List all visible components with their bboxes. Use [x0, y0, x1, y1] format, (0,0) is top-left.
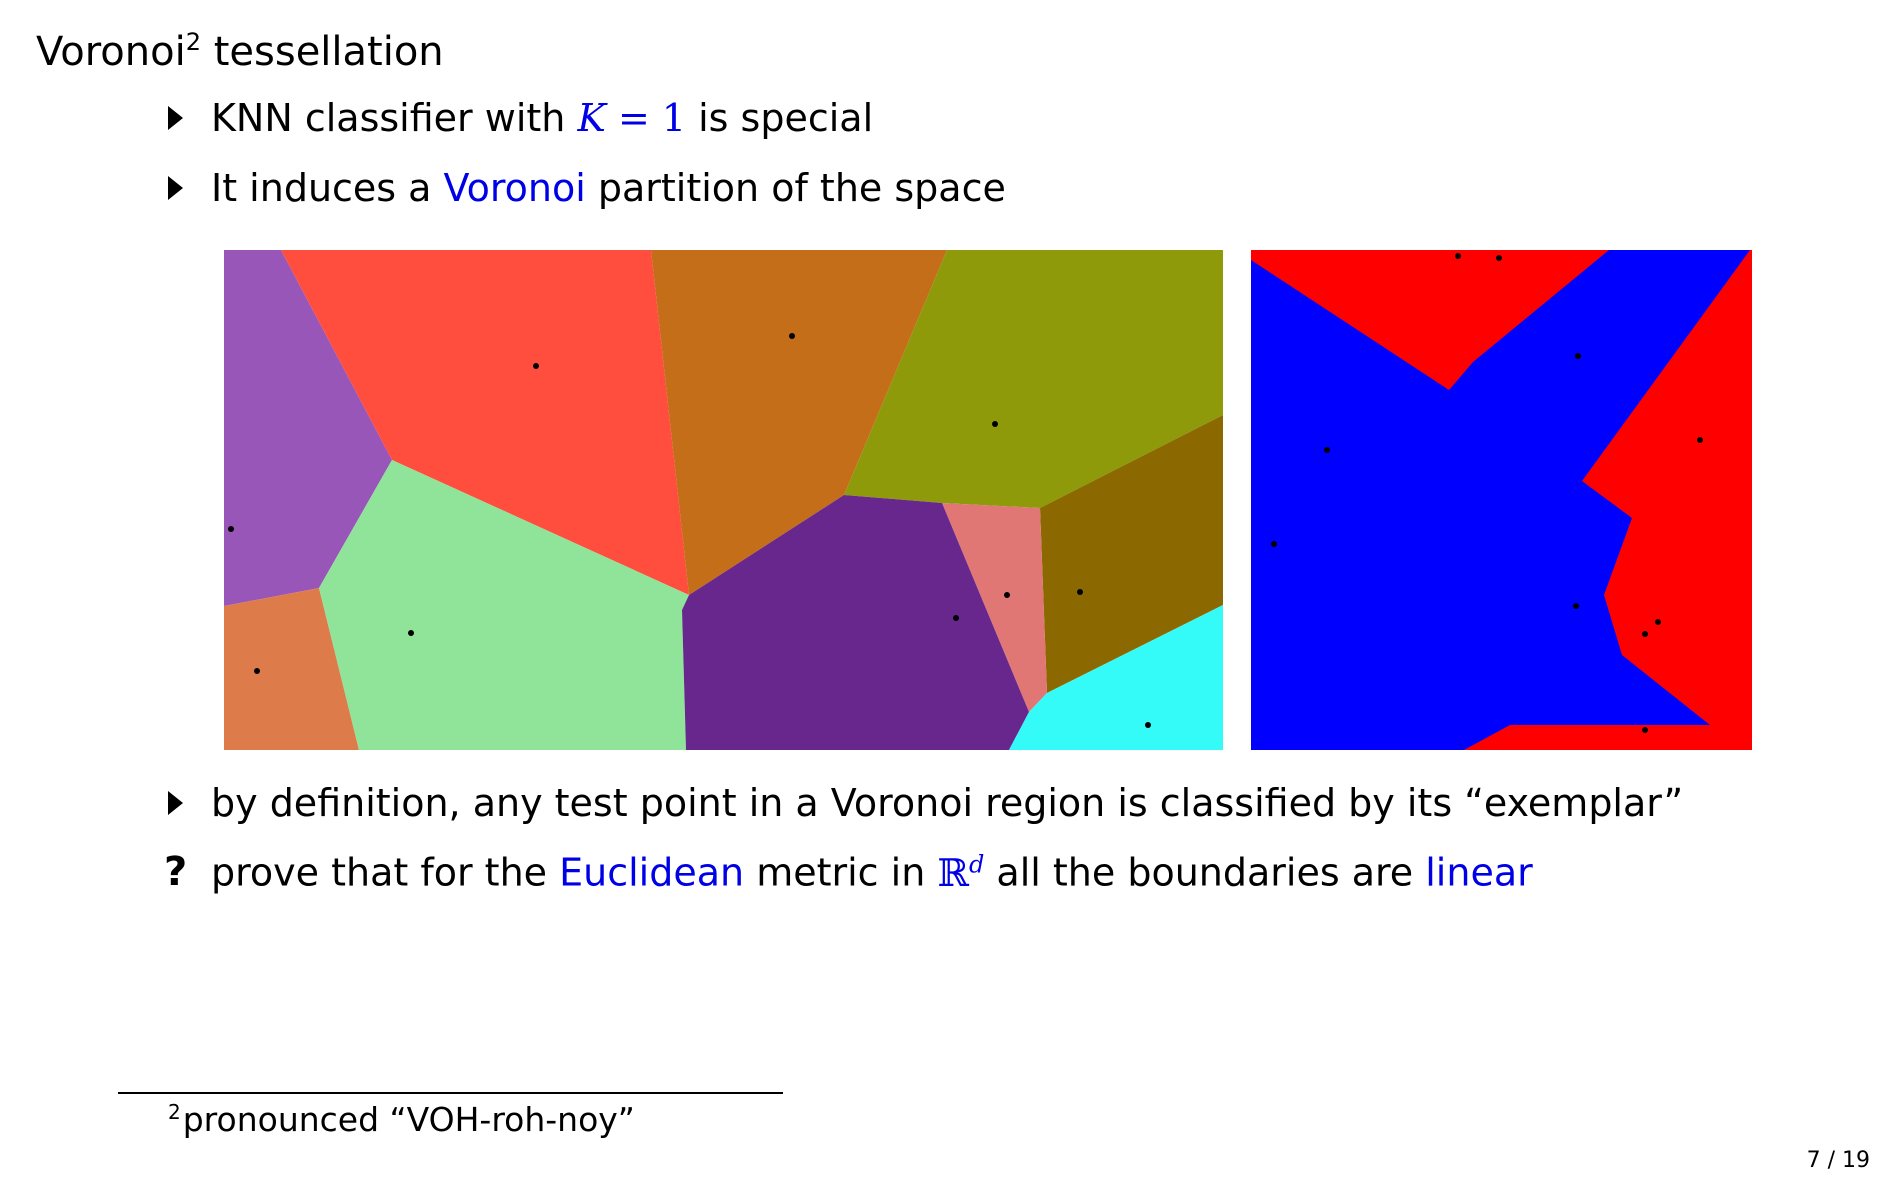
voronoi-region-red — [281, 250, 689, 595]
title-footnote-mark: 2 — [185, 28, 201, 56]
knn-decision-regions-plot — [1251, 250, 1752, 750]
voronoi-tessellation-plot — [224, 250, 1223, 750]
question-mark-icon: ? — [164, 849, 188, 895]
voronoi-region-salmon — [942, 503, 1047, 712]
voronoi-region-cyan — [1009, 605, 1223, 750]
footnote: 2pronounced “VOH-roh-noy” — [168, 1100, 635, 1139]
k-equals-one: K = 1 — [577, 96, 687, 140]
page-number: 7 / 19 — [1806, 1148, 1870, 1173]
triangle-bullet-icon — [168, 106, 183, 130]
voronoi-region-darkpurple — [682, 495, 1029, 750]
footnote-rule — [118, 1092, 783, 1094]
triangle-bullet-icon — [168, 791, 183, 815]
voronoi-region-lightgreen — [319, 460, 689, 750]
voronoi-region-orange — [651, 250, 947, 595]
voronoi-region-olive — [844, 250, 1223, 508]
slide-title: Voronoi2 tessellation — [36, 28, 444, 75]
exemplar-points — [228, 333, 1151, 728]
triangle-bullet-icon — [168, 176, 183, 200]
voronoi-region-brown — [1040, 415, 1223, 693]
training-points — [1271, 253, 1703, 733]
voronoi-region-purple — [224, 250, 392, 606]
real-space-symbol: ℝd — [937, 850, 985, 895]
voronoi-region-lightorange — [224, 588, 359, 750]
class-region-blue — [1251, 250, 1750, 750]
